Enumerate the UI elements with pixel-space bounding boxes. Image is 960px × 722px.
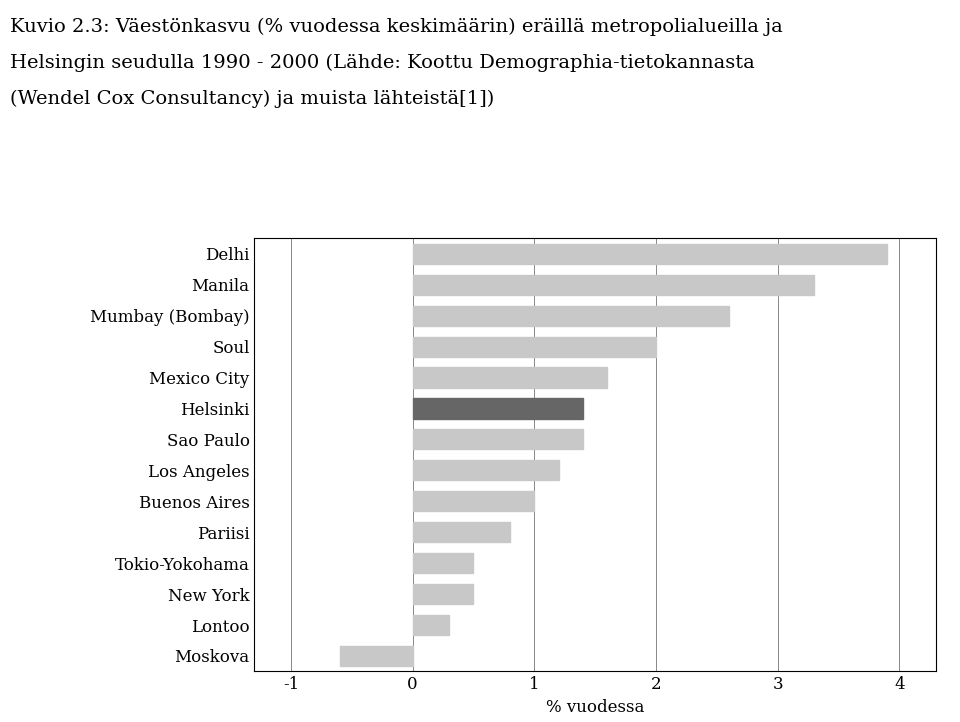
Bar (413, 274, 814, 295)
Bar (413, 491, 535, 511)
Bar (413, 367, 608, 388)
Bar (413, 553, 473, 573)
Bar (413, 522, 510, 542)
Bar (413, 461, 559, 480)
Text: Helsingin seudulla 1990 - 2000 (Lähde: Koottu Demographia-tietokannasta: Helsingin seudulla 1990 - 2000 (Lähde: K… (10, 54, 755, 72)
Text: (Wendel Cox Consultancy) ja muista lähteistä[1]): (Wendel Cox Consultancy) ja muista lähte… (10, 90, 493, 108)
Bar (340, 646, 413, 666)
Bar (413, 615, 449, 635)
Bar (413, 430, 583, 449)
X-axis label: % vuodessa: % vuodessa (546, 699, 644, 716)
Bar (413, 305, 729, 326)
Text: Kuvio 2.3: Väestönkasvu (% vuodessa keskimäärin) eräillä metropolialueilla ja: Kuvio 2.3: Väestönkasvu (% vuodessa kesk… (10, 18, 782, 36)
Bar (413, 399, 583, 419)
Bar (413, 244, 887, 264)
Bar (413, 584, 473, 604)
Bar (413, 336, 656, 357)
